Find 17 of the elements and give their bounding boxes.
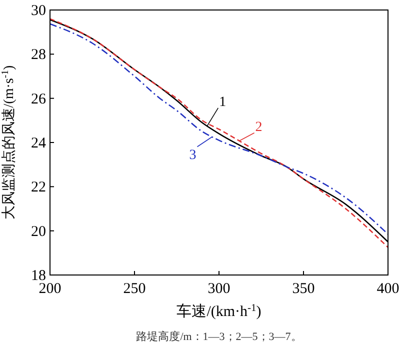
x-tick-label: 350 bbox=[292, 281, 315, 297]
y-tick-label: 22 bbox=[31, 180, 46, 196]
x-tick-label: 300 bbox=[208, 281, 230, 297]
series-label: 3 bbox=[189, 148, 196, 163]
y-tick-label: 30 bbox=[31, 3, 46, 19]
legend-label: 2 bbox=[255, 120, 262, 135]
x-axis-title: 车速/(km·h$^{-1}$) bbox=[176, 302, 262, 320]
text: 路堤高度/m：1—3；2—5；3—7。 bbox=[136, 330, 302, 343]
y-tick-label: 18 bbox=[31, 268, 46, 284]
y-tick-label: 26 bbox=[31, 91, 46, 108]
x-tick-label: 200 bbox=[38, 281, 62, 297]
y-tick-label: 24 bbox=[31, 136, 46, 152]
y-tick-label: 28 bbox=[31, 47, 46, 64]
y-tick-label: 20 bbox=[31, 224, 46, 240]
x-tick-label: 250 bbox=[123, 281, 146, 297]
series-label: 1 bbox=[219, 94, 226, 110]
x-tick-label: 400 bbox=[376, 281, 400, 297]
